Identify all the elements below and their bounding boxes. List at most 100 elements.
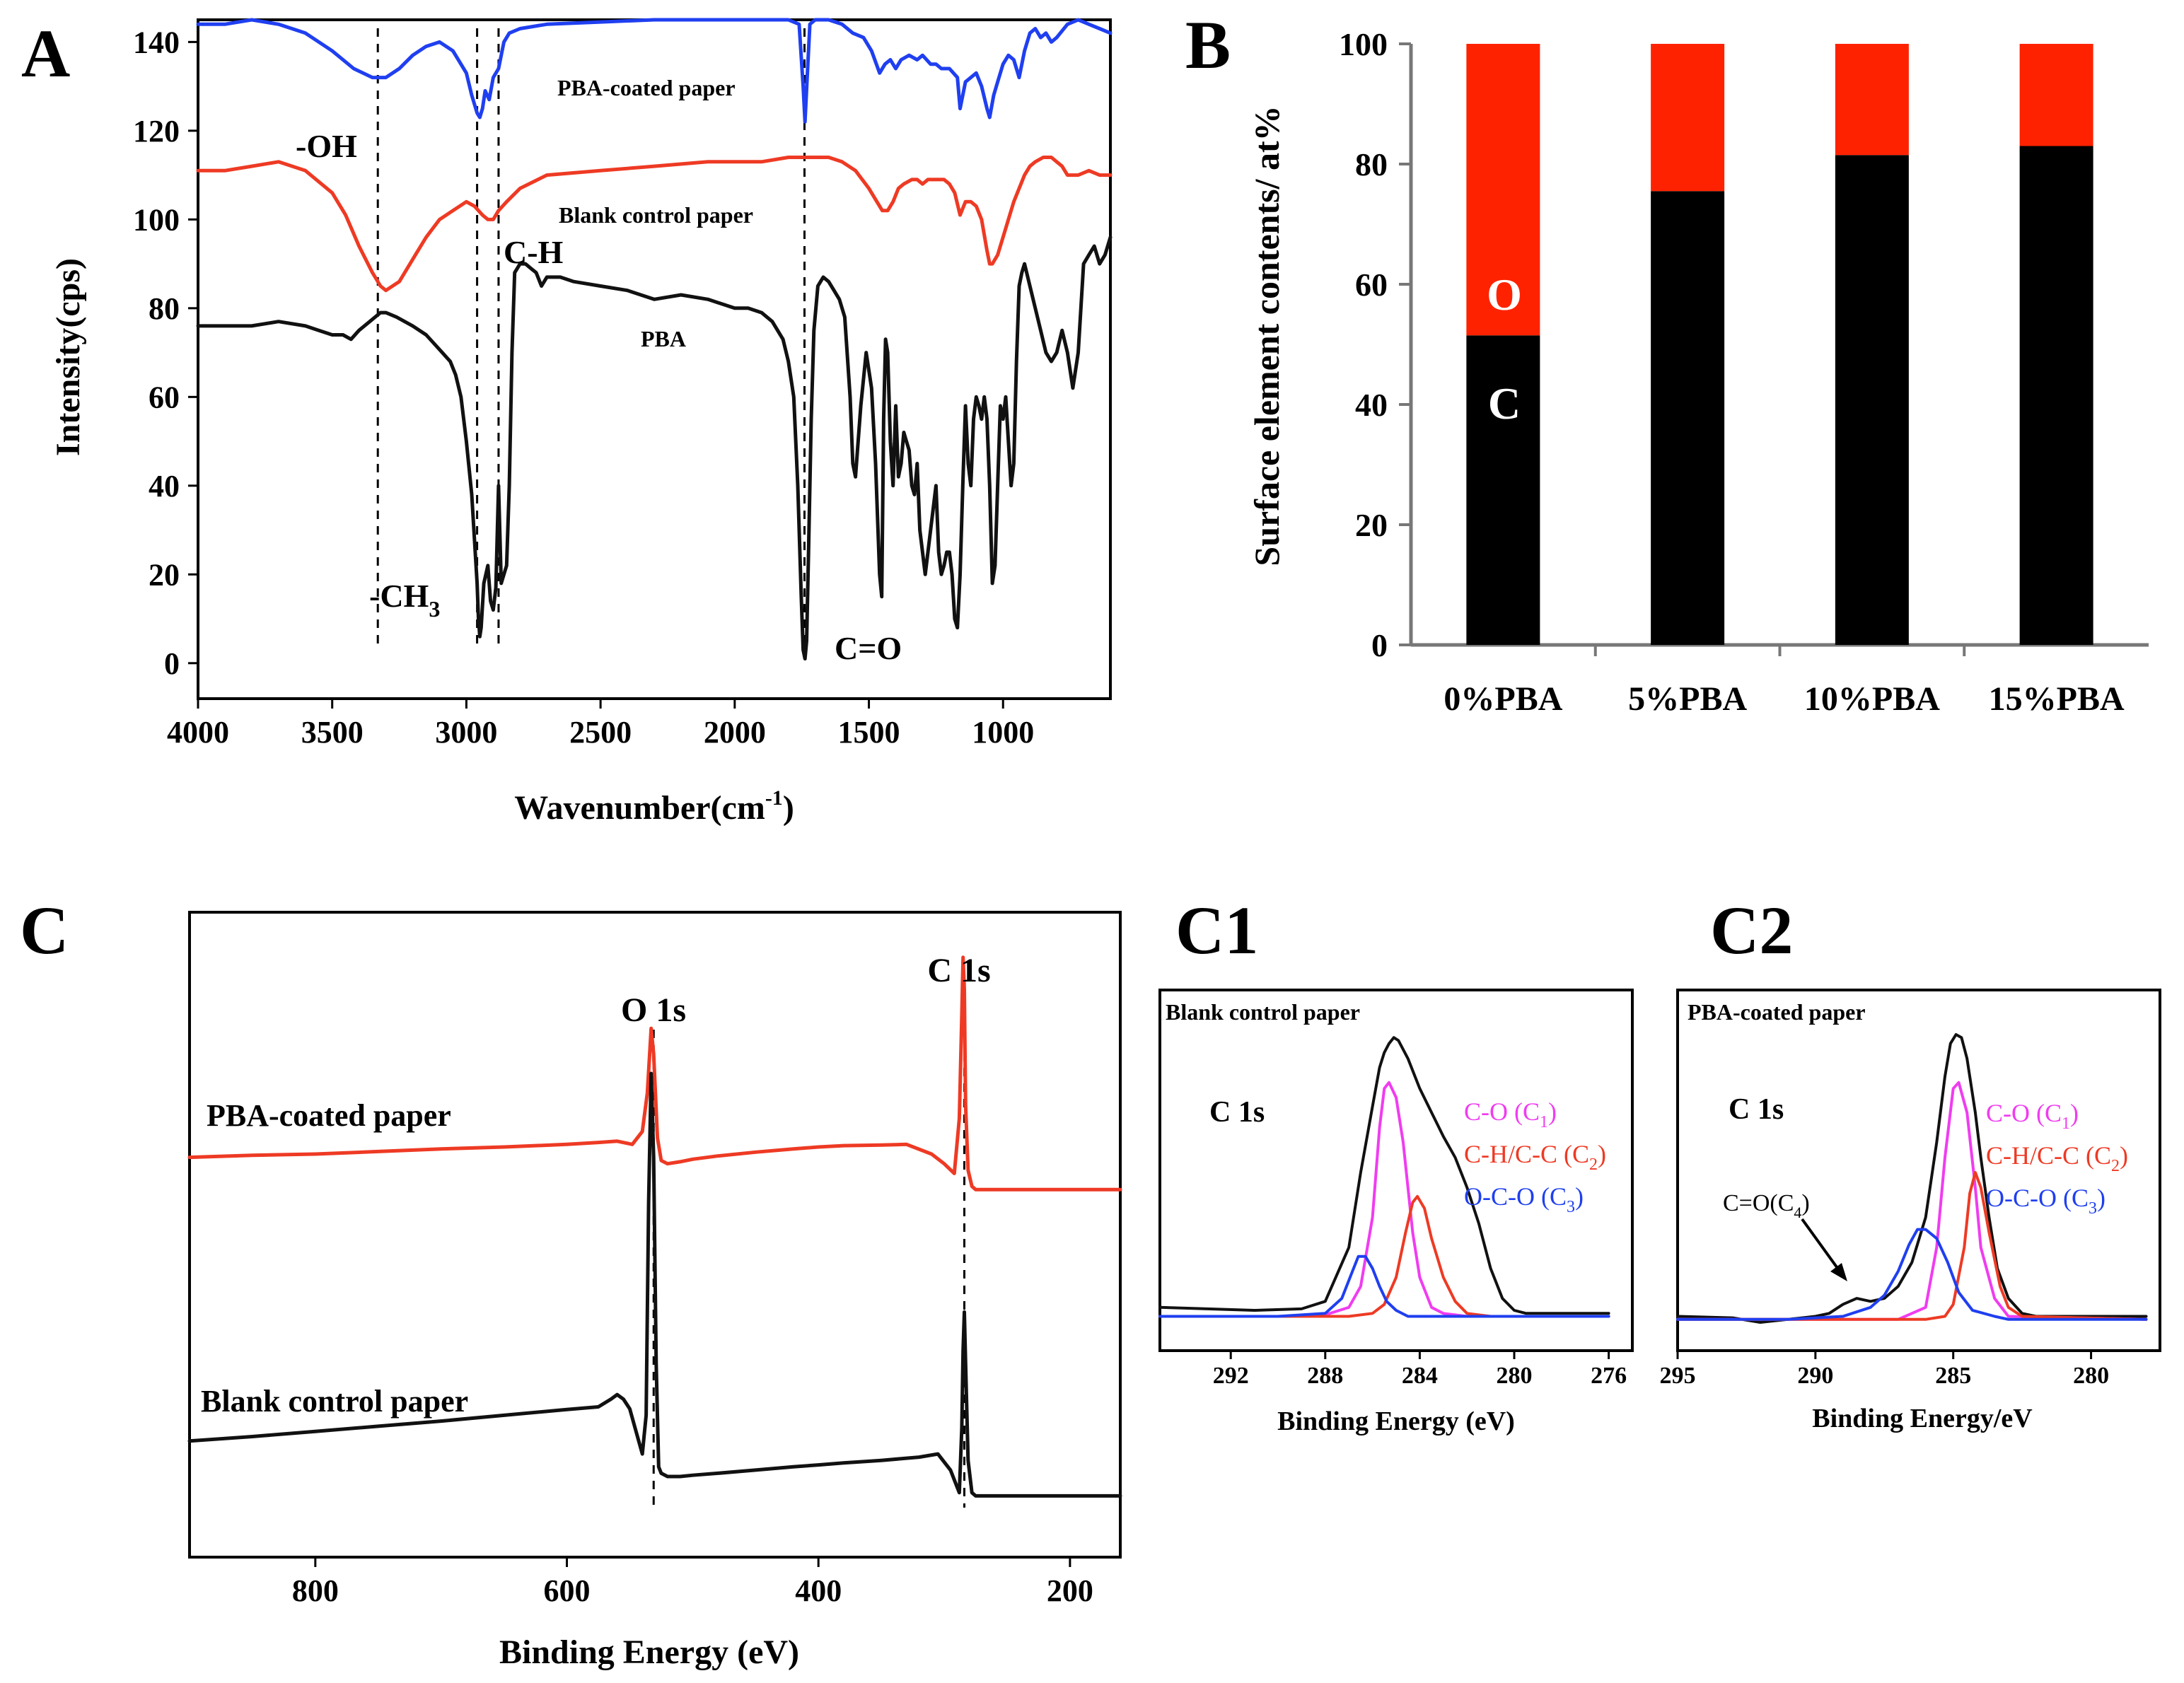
legend-c2-main: C-H/C-C (C — [1986, 1141, 2111, 1170]
legend-c2-sub: 2 — [1589, 1155, 1598, 1174]
panel-a-x-tick-label: 3000 — [435, 715, 497, 750]
annotation-ch3-main: -CH — [369, 578, 429, 614]
panel-c1-c1s-label: C 1s — [1209, 1096, 1265, 1129]
label-pba: PBA — [641, 326, 686, 351]
panel-a-y-tick-label: 140 — [133, 25, 180, 59]
panel-b-y-tick-label: 20 — [1355, 507, 1388, 543]
panel-a-x-label-sup: -1 — [765, 786, 783, 810]
legend-c1-sub: 1 — [2062, 1114, 2070, 1133]
bar-o-1 — [1651, 44, 1725, 192]
panel-c1-x-tick-label: 284 — [1402, 1363, 1438, 1389]
legend-c1-main: C-O (C — [1464, 1097, 1540, 1126]
panel-c1-series-0 — [1158, 1036, 1610, 1315]
panel-a-letter: A — [21, 16, 70, 91]
bar-o-0 — [1466, 44, 1540, 336]
panel-c: C 800 600 400 200 Binding Energy (eV) O 1s … — [20, 892, 1122, 1671]
panel-c1-series — [1158, 1036, 1610, 1318]
panel-a-y-tick-label: 100 — [133, 202, 180, 237]
panel-c1-x-ticks: 292 288 284 280 276 — [1213, 1351, 1627, 1389]
panel-b-y-tick-label: 40 — [1355, 387, 1388, 423]
legend-c3-sub: 3 — [1567, 1198, 1575, 1216]
panel-c2-x-tick-label: 295 — [1660, 1363, 1696, 1389]
panel-b-y-tick-label: 80 — [1355, 146, 1388, 182]
legend-c1-close: ) — [2070, 1099, 2079, 1127]
label-c4-main: C=O(C — [1723, 1190, 1794, 1216]
panel-c-x-tick-label: 600 — [544, 1573, 591, 1608]
panel-a-x-label-close: ) — [783, 789, 794, 827]
panel-a-x-label-main: Wavenumber(cm — [514, 789, 765, 827]
panel-c1-series-1 — [1158, 1081, 1610, 1318]
bar-o-3 — [2019, 44, 2093, 146]
legend-c3-close: ) — [1575, 1182, 1584, 1211]
panel-c-series — [187, 955, 1122, 1498]
panel-b-y-axis-label: Surface element contents/ at% — [1247, 105, 1286, 566]
panel-b-category-label: 10%PBA — [1804, 680, 1940, 718]
panel-a: A 0 20 40 60 80 100 120 140 4000 3500 3000 2500 200… — [21, 16, 1113, 827]
label-c4-close: ) — [1801, 1190, 1809, 1216]
bar-label-c: C — [1488, 378, 1521, 429]
panel-c2-x-tick-label: 285 — [1935, 1363, 1971, 1389]
panel-a-dashed-guides — [376, 28, 806, 651]
label-pba-coated-paper: PBA-coated paper — [557, 75, 736, 100]
panel-c-x-tick-label: 200 — [1047, 1573, 1093, 1608]
panel-a-y-tick-label: 120 — [133, 114, 180, 148]
panel-c-x-tick-label: 800 — [292, 1573, 339, 1608]
panel-c1-x-tick-label: 288 — [1307, 1363, 1343, 1389]
panel-c-letter: C — [20, 892, 69, 968]
legend-c3-main: O-C-O (C — [1464, 1182, 1567, 1211]
panel-c1-legend-c1: C-O (C1) — [1464, 1097, 1557, 1131]
legend-c3-close: ) — [2097, 1184, 2105, 1212]
panel-c2-x-tick-label: 290 — [1797, 1363, 1833, 1389]
panel-a-series-0 — [196, 18, 1113, 124]
legend-c2-close: ) — [1598, 1140, 1606, 1168]
annotation-ch3: -CH3 — [369, 578, 440, 622]
legend-c1-close: ) — [1548, 1097, 1557, 1126]
legend-c2-sub: 2 — [2111, 1157, 2120, 1175]
panel-a-x-tick-label: 1500 — [838, 715, 900, 750]
panel-c1-legend-c2: C-H/C-C (C2) — [1464, 1140, 1606, 1174]
panel-b-y-tick-label: 60 — [1355, 267, 1388, 303]
annotation-c1s: C 1s — [927, 952, 990, 989]
panel-c2: C2 295 290 285 280 Binding Energy/eV PBA-co… — [1660, 892, 2161, 1433]
annotation-ch3-sub: 3 — [429, 596, 440, 622]
panel-c2-series-2 — [1676, 1171, 2148, 1321]
panel-c-plot-frame — [188, 911, 1122, 1559]
bar-o-2 — [1835, 44, 1909, 156]
label-blank-control-paper: Blank control paper — [559, 202, 753, 228]
panel-a-series-2 — [196, 235, 1113, 660]
panel-c2-plot-frame — [1676, 989, 2161, 1352]
panel-a-y-tick-label: 0 — [164, 646, 180, 681]
panel-c2-legend-c1: C-O (C1) — [1986, 1099, 2079, 1133]
legend-c2-main: C-H/C-C (C — [1464, 1140, 1589, 1168]
panel-c-dashed-guides — [652, 990, 965, 1508]
panel-a-x-tick-label: 1000 — [972, 715, 1034, 750]
annotation-oh: -OH — [296, 128, 357, 164]
legend-c2-close: ) — [2120, 1141, 2128, 1170]
panel-c1-sample-label: Blank control paper — [1166, 999, 1360, 1025]
panel-a-x-ticks: 4000 3500 3000 2500 2000 1500 1000 — [167, 699, 1034, 750]
annotation-co: C=O — [835, 630, 902, 666]
bar-label-o: O — [1487, 269, 1522, 320]
panel-c-series-1 — [187, 1071, 1122, 1498]
panel-c2-series-3 — [1676, 1228, 2148, 1321]
panel-c1-series-3 — [1158, 1254, 1610, 1318]
panel-b-category-label: 5%PBA — [1628, 680, 1747, 718]
panel-c2-c4-label: C=O(C4) — [1723, 1190, 1810, 1221]
panel-a-plot-frame — [197, 18, 1112, 700]
panel-c2-x-ticks: 295 290 285 280 — [1660, 1351, 2109, 1389]
panel-b-letter: B — [1185, 7, 1231, 83]
panel-c2-x-axis-label: Binding Energy/eV — [1812, 1404, 2033, 1433]
panel-b-category-label: 15%PBA — [1989, 680, 2125, 718]
legend-c1-sub: 1 — [1540, 1113, 1548, 1131]
panel-b-y-tick-label: 100 — [1339, 26, 1388, 62]
legend-c3-sub: 3 — [2089, 1199, 2097, 1218]
bar-c-0 — [1466, 335, 1540, 645]
panel-b-y-tick-label: 0 — [1371, 627, 1388, 663]
panel-c1-x-tick-label: 292 — [1213, 1363, 1249, 1389]
panel-b-bars — [1466, 44, 2093, 645]
label-c4-sub: 4 — [1794, 1204, 1801, 1221]
panel-a-y-tick-label: 20 — [149, 557, 180, 592]
panel-a-y-tick-label: 60 — [149, 380, 180, 414]
bar-c-1 — [1651, 191, 1725, 645]
